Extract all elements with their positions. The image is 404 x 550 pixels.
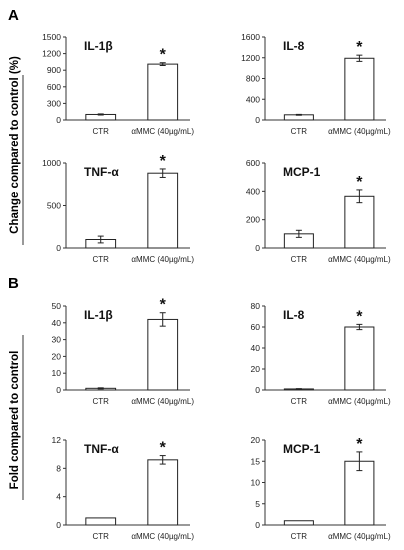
y-tick-label: 0 <box>56 243 61 253</box>
y-tick-label: 40 <box>251 343 261 353</box>
significance-star: * <box>160 440 167 457</box>
chart-title: TNF-α <box>84 165 119 179</box>
y-tick-label: 20 <box>251 364 261 374</box>
y-tick-label: 8 <box>56 463 61 473</box>
bar-ammc <box>344 460 375 526</box>
chart-title: IL-8 <box>283 308 305 322</box>
significance-star: * <box>356 39 363 56</box>
bar-ammc <box>147 459 179 526</box>
y-tick-label: 0 <box>56 520 61 530</box>
y-tick-label: 10 <box>251 478 261 488</box>
bar-ammc <box>147 318 179 391</box>
y-tick-label: 0 <box>255 520 260 530</box>
y-tick-label: 1500 <box>42 32 61 42</box>
chart-title: TNF-α <box>84 442 119 456</box>
y-tick-label: 0 <box>56 115 61 125</box>
chart-1: 0 300 600 900 1200 1500 IL-1β CTR * αMMC (40µg/mL… <box>42 32 194 136</box>
chart-8: 0 5 10 15 20 MCP-1 CTR * αMMC (40µg/mL) <box>251 435 391 541</box>
x-category-label: αMMC (40µg/mL) <box>328 127 391 136</box>
y-tick-label: 40 <box>52 318 62 328</box>
y-tick-label: 20 <box>52 351 62 361</box>
y-tick-label: 200 <box>246 215 260 225</box>
x-category-label: αMMC (40µg/mL) <box>131 397 194 406</box>
y-tick-label: 1200 <box>241 53 260 63</box>
y-tick-label: 0 <box>255 385 260 395</box>
x-category-label: CTR <box>291 127 308 136</box>
panel-a-letter: A <box>8 7 19 24</box>
y-tick-label: 1200 <box>42 49 61 59</box>
chart-title: MCP-1 <box>283 442 321 456</box>
y-tick-label: 1000 <box>42 158 61 168</box>
bar-ammc <box>147 172 179 249</box>
x-category-label: αMMC (40µg/mL) <box>131 532 194 541</box>
y-tick-label: 12 <box>52 435 62 445</box>
x-category-label: αMMC (40µg/mL) <box>131 127 194 136</box>
y-tick-label: 0 <box>255 243 260 253</box>
chart-6: 0 20 40 60 80 IL-8 CTR * αMMC (40µg/mL) <box>251 301 391 406</box>
y-tick-label: 10 <box>52 368 62 378</box>
y-tick-label: 300 <box>47 98 61 108</box>
significance-star: * <box>356 308 363 325</box>
y-tick-label: 900 <box>47 65 61 75</box>
x-category-label: αMMC (40µg/mL) <box>328 397 391 406</box>
y-tick-label: 30 <box>52 335 62 345</box>
chart-5: 0 10 20 30 40 50 IL-1β CTR * αMMC (40µg/mL) <box>52 297 195 406</box>
significance-star: * <box>160 297 167 314</box>
bar-ctr <box>85 517 117 526</box>
significance-star: * <box>160 47 167 64</box>
panel-b-ylabel-group: Fold compared to control <box>9 335 24 500</box>
bar-ammc <box>147 63 179 121</box>
y-tick-label: 0 <box>56 385 61 395</box>
x-category-label: CTR <box>92 255 109 264</box>
x-category-label: CTR <box>291 255 308 264</box>
y-tick-label: 0 <box>255 115 260 125</box>
significance-star: * <box>356 174 363 191</box>
bar-ammc <box>344 57 375 121</box>
significance-star: * <box>356 436 363 453</box>
x-category-label: CTR <box>291 397 308 406</box>
chart-4: 0 200 400 600 MCP-1 CTR * αMMC (40µg/mL) <box>246 158 391 264</box>
y-tick-label: 600 <box>246 158 260 168</box>
bar-ammc <box>344 326 375 391</box>
panel-a-ylabel-group: Change compared to control (%) <box>9 56 24 245</box>
y-tick-label: 20 <box>251 435 261 445</box>
y-tick-label: 15 <box>251 456 261 466</box>
x-category-label: CTR <box>291 532 308 541</box>
y-tick-label: 5 <box>255 499 260 509</box>
y-tick-label: 500 <box>47 201 61 211</box>
x-category-label: CTR <box>92 532 109 541</box>
y-tick-label: 1600 <box>241 32 260 42</box>
chart-title: MCP-1 <box>283 165 321 179</box>
x-category-label: CTR <box>92 397 109 406</box>
y-tick-label: 600 <box>47 82 61 92</box>
y-tick-label: 80 <box>251 301 261 311</box>
y-tick-label: 60 <box>251 322 261 332</box>
chart-title: IL-1β <box>84 308 113 322</box>
y-tick-label: 800 <box>246 74 260 84</box>
x-category-label: CTR <box>92 127 109 136</box>
y-tick-label: 400 <box>246 94 260 104</box>
x-category-label: αMMC (40µg/mL) <box>328 532 391 541</box>
y-tick-label: 50 <box>52 301 62 311</box>
bar-ctr <box>283 520 314 526</box>
chart-title: IL-8 <box>283 39 305 53</box>
chart-2: 0 400 800 1200 1600 IL-8 CTR * αMMC (40µg/mL) <box>241 32 391 136</box>
panel-a-ylabel: Change compared to control (%) <box>9 56 21 234</box>
chart-title: IL-1β <box>84 39 113 53</box>
x-category-label: αMMC (40µg/mL) <box>131 255 194 264</box>
panel-b-letter: B <box>8 275 19 292</box>
x-category-label: αMMC (40µg/mL) <box>328 255 391 264</box>
y-tick-label: 4 <box>56 492 61 502</box>
bar-ammc <box>344 195 375 249</box>
y-tick-label: 400 <box>246 186 260 196</box>
chart-3: 0 500 1000 TNF-α CTR * αMMC (40µg/mL) <box>42 153 194 264</box>
panel-b-ylabel: Fold compared to control <box>9 351 21 490</box>
significance-star: * <box>160 153 167 170</box>
chart-7: 0 4 8 12 TNF-α CTR * αMMC (40µg/mL) <box>52 435 195 541</box>
